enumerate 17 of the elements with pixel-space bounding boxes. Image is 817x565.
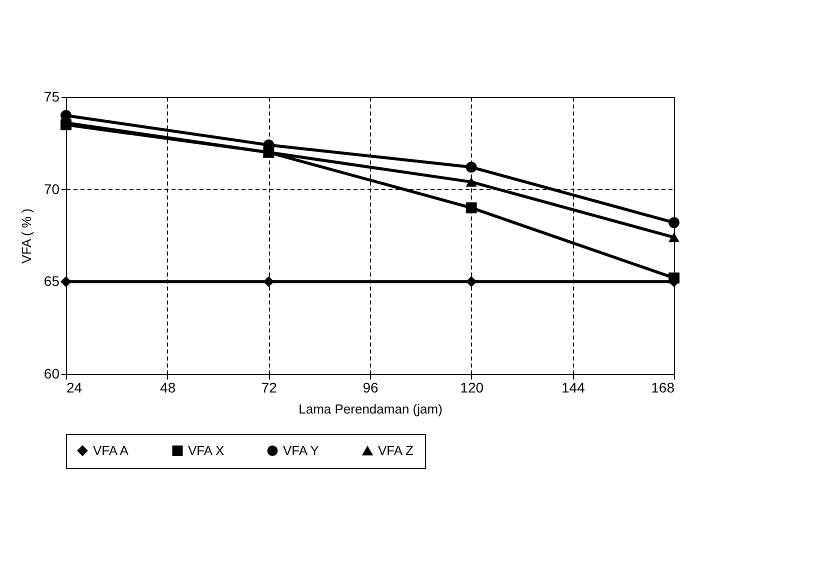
legend-label: VFA X (188, 442, 224, 458)
legend-label: VFA Z (378, 442, 414, 458)
y-tick-label: 60 (44, 366, 60, 382)
y-tick-label: 75 (44, 88, 60, 104)
x-tick-label: 120 (460, 380, 484, 396)
y-tick-label: 70 (44, 180, 60, 197)
x-tick-label: 144 (561, 380, 586, 396)
x-tick-label: 24 (66, 380, 82, 396)
x-tick-label: 72 (261, 380, 278, 396)
legend-label: VFA A (93, 442, 129, 458)
x-tick-label: 168 (651, 380, 675, 396)
x-axis-title: Lama Perendaman (jam) (298, 402, 442, 416)
x-tick-label: 96 (362, 380, 378, 396)
y-axis-title: VFA ( % ) (18, 208, 34, 264)
y-tick-label: 65 (44, 273, 60, 290)
x-tick-label: 48 (160, 380, 176, 396)
legend-label: VFA Y (283, 442, 320, 458)
